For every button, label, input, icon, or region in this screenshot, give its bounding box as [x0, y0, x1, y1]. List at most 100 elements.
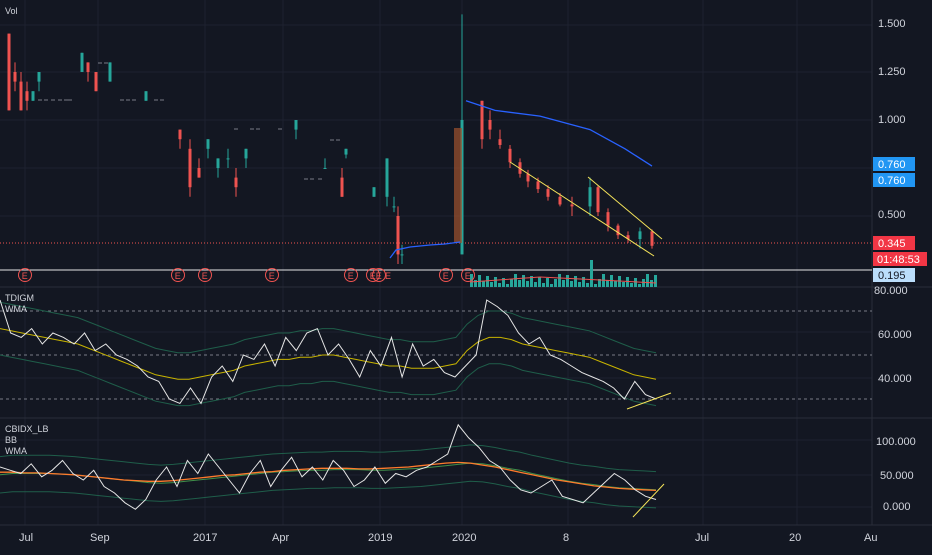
candle-body — [626, 235, 630, 240]
price-badge-last — [873, 236, 915, 250]
volume-bar — [626, 277, 629, 287]
candle-body — [244, 148, 248, 159]
date-label-jul-2: Jul — [695, 532, 709, 544]
candle-body — [558, 196, 562, 205]
volume-bar — [518, 280, 521, 287]
vwap-line — [465, 100, 653, 167]
tdigm-line — [0, 299, 657, 405]
volume-bar — [574, 276, 577, 287]
candle-body — [13, 72, 17, 82]
tdigm-tick-80: 80.000 — [874, 285, 908, 297]
volume-bar — [510, 279, 513, 287]
earnings-marker — [366, 268, 380, 282]
volume-bar — [530, 276, 533, 287]
countdown-badge — [873, 252, 927, 266]
cbidx-panel[interactable]: CBIDX_LB BB WMA — [0, 423, 665, 518]
earnings-marker — [171, 268, 185, 282]
tdigm-band-lower — [0, 354, 657, 407]
cbidx-tick-100: 100.000 — [876, 436, 916, 448]
candle-body — [197, 168, 201, 178]
volume-bar — [514, 274, 517, 287]
price-tick-1000: 1.000 — [878, 114, 906, 126]
volume-bar — [538, 277, 541, 287]
earnings-marker-label: E — [443, 271, 449, 281]
volume-bar — [494, 277, 497, 287]
tdigm-tick-60: 60.000 — [878, 329, 912, 341]
tdigm-tick-40: 40.000 — [878, 373, 912, 385]
price-panel[interactable]: E E E E E E E E EE Vol — [0, 6, 872, 287]
earnings-marker — [344, 268, 358, 282]
date-label-apr: Apr — [272, 532, 289, 544]
date-label-8: 8 — [563, 532, 569, 544]
candle-body — [596, 187, 600, 213]
date-label-20: 20 — [789, 532, 801, 544]
cbidx-line — [0, 423, 657, 510]
candle-body — [294, 120, 298, 130]
vwap-early-line — [389, 241, 461, 259]
tdigm-panel[interactable]: TDIGM WMA — [0, 293, 872, 410]
volume-bar — [654, 275, 657, 287]
volume-bar — [486, 276, 489, 287]
earnings-marker-label: E — [385, 271, 391, 281]
candle-body — [526, 173, 530, 182]
earnings-marker-label: E — [202, 271, 208, 281]
grid-lines — [0, 0, 872, 525]
earnings-markers[interactable]: E E E E E E E E EE — [18, 268, 475, 282]
tdigm-trendline[interactable] — [626, 392, 672, 410]
earnings-marker — [372, 268, 386, 282]
earnings-marker-label: E — [465, 271, 471, 281]
candle-body — [94, 72, 98, 92]
earnings-marker — [265, 268, 279, 282]
candle-body — [188, 148, 192, 188]
volume-bar — [578, 282, 581, 287]
price-tick-0500: 0.500 — [878, 209, 906, 221]
candle-body — [323, 168, 327, 169]
volume-bar — [522, 275, 525, 287]
time-axis[interactable]: Jul Sep 2017 Apr 2019 2020 8 Jul 20 Au — [19, 532, 877, 544]
earnings-marker-label: E — [376, 271, 382, 281]
earnings-marker-label: E — [22, 271, 28, 281]
price-badge-vwap-2-text: 0.760 — [878, 175, 906, 187]
tdigm-band-upper — [0, 301, 657, 354]
cbidx-trendline[interactable] — [632, 483, 665, 518]
volume-bar — [546, 278, 549, 287]
price-badge-vwap-1-text: 0.760 — [878, 159, 906, 171]
price-tick-1250: 1.250 — [878, 66, 906, 78]
candle-body — [86, 62, 90, 72]
volume-bar — [598, 279, 601, 287]
candle-body — [344, 148, 348, 155]
volume-bar — [554, 279, 557, 287]
earnings-marker — [461, 268, 475, 282]
cbidx-wma-title: WMA — [5, 446, 27, 456]
volume-bar — [490, 282, 493, 287]
wedge-upper-line[interactable] — [587, 176, 663, 240]
volume-bar — [582, 277, 585, 287]
cbidx-bb-title: BB — [5, 435, 17, 445]
volume-bar — [594, 284, 597, 287]
volume-bar — [558, 274, 561, 287]
cbidx-title: CBIDX_LB — [5, 424, 49, 434]
date-label-2019: 2019 — [368, 532, 392, 544]
candle-body — [80, 52, 84, 72]
volume-bar — [474, 280, 477, 287]
price-badge-last-text: 0.345 — [878, 238, 906, 250]
wedge-lower-line[interactable] — [509, 161, 655, 257]
price-panel-title: Vol — [5, 6, 18, 16]
falling-wedge-drawing[interactable] — [509, 161, 663, 257]
candle-body — [31, 91, 35, 101]
candle-body — [536, 181, 540, 190]
volume-bar — [526, 281, 529, 287]
countdown-badge-text: 01:48:53 — [877, 254, 920, 266]
candle-body — [392, 206, 396, 208]
candle-body — [216, 158, 220, 168]
candle-body — [385, 158, 389, 197]
candles — [7, 14, 654, 264]
candle-body — [638, 231, 642, 240]
price-axis[interactable]: 1.500 1.250 1.000 0.750 0.500 0.760 0.76… — [873, 18, 927, 513]
volume-bar — [502, 278, 505, 287]
earnings-marker-label: E — [175, 271, 181, 281]
candle-body — [144, 91, 148, 101]
